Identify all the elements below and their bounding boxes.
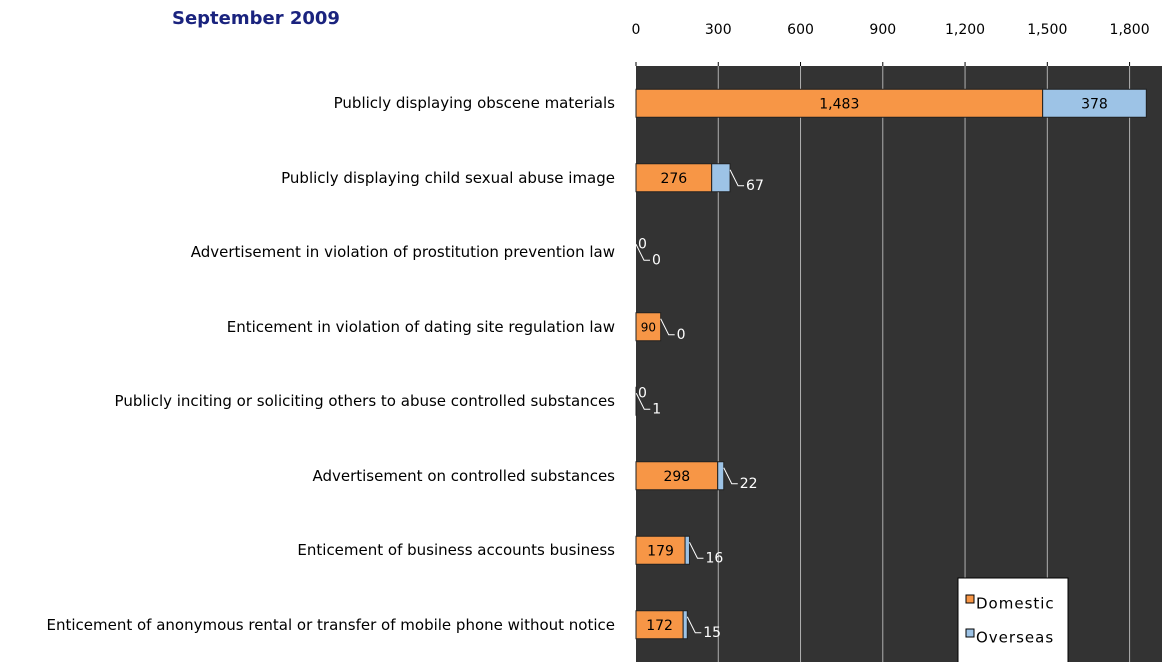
category-label: Advertisement in violation of prostituti… (190, 243, 615, 262)
bar (635, 312, 662, 342)
leader-line (686, 616, 702, 634)
data-label: 179 (647, 543, 674, 559)
data-label: 0 (652, 252, 661, 268)
data-label: 90 (641, 320, 656, 334)
x-tick-label: 0 (632, 22, 641, 38)
bar (711, 163, 731, 193)
legend-swatch (965, 628, 975, 638)
bar (684, 535, 690, 565)
bar (682, 610, 688, 640)
legend-label: Overseas (976, 629, 1054, 647)
x-tick-label: 300 (705, 22, 732, 38)
chart-title: September 2009 (172, 8, 340, 29)
data-label: 0 (638, 236, 647, 252)
category-label: Publicly displaying child sexual abuse i… (281, 168, 615, 187)
bar (635, 461, 719, 491)
legend-label: Domestic (976, 595, 1055, 613)
bar (717, 461, 725, 491)
data-label: 15 (703, 625, 721, 641)
data-label: 276 (660, 171, 687, 187)
data-label: 0 (638, 385, 647, 401)
category-label: Enticement of business accounts business (297, 541, 615, 560)
leader-line (689, 542, 704, 559)
data-label: 298 (663, 469, 690, 485)
category-label: Publicly inciting or soliciting others t… (114, 392, 615, 411)
data-label: 1,483 (819, 96, 859, 112)
data-label: 67 (746, 178, 764, 194)
data-label: 0 (677, 327, 686, 343)
data-label: 1 (652, 401, 661, 417)
bar (635, 88, 1044, 118)
category-label: Enticement of anonymous rental or transf… (46, 615, 615, 634)
category-label: Publicly displaying obscene materials (333, 94, 615, 113)
bar (635, 163, 713, 193)
bar (635, 610, 684, 640)
leader-line (729, 169, 745, 187)
x-tick-label: 1,800 (1110, 22, 1150, 38)
category-label: Advertisement on controlled substances (312, 466, 615, 485)
legend-box (957, 577, 1069, 662)
data-label: 16 (705, 550, 723, 566)
x-tick-label: 1,200 (945, 22, 985, 38)
data-label: 378 (1081, 96, 1108, 112)
x-tick-label: 1,500 (1027, 22, 1067, 38)
data-label: 22 (740, 476, 758, 492)
leader-line (635, 393, 651, 410)
x-tick-label: 600 (787, 22, 814, 38)
bar (1042, 88, 1147, 118)
leader-line (660, 318, 675, 336)
x-tick-label: 900 (869, 22, 896, 38)
data-label: 172 (646, 618, 673, 634)
category-label: Enticement in violation of dating site r… (226, 317, 615, 336)
leader-line (635, 244, 650, 261)
leader-line (723, 467, 738, 485)
legend: Domestic Overseas (957, 577, 1069, 662)
plot-area (636, 66, 1162, 662)
legend-swatch (965, 594, 975, 604)
